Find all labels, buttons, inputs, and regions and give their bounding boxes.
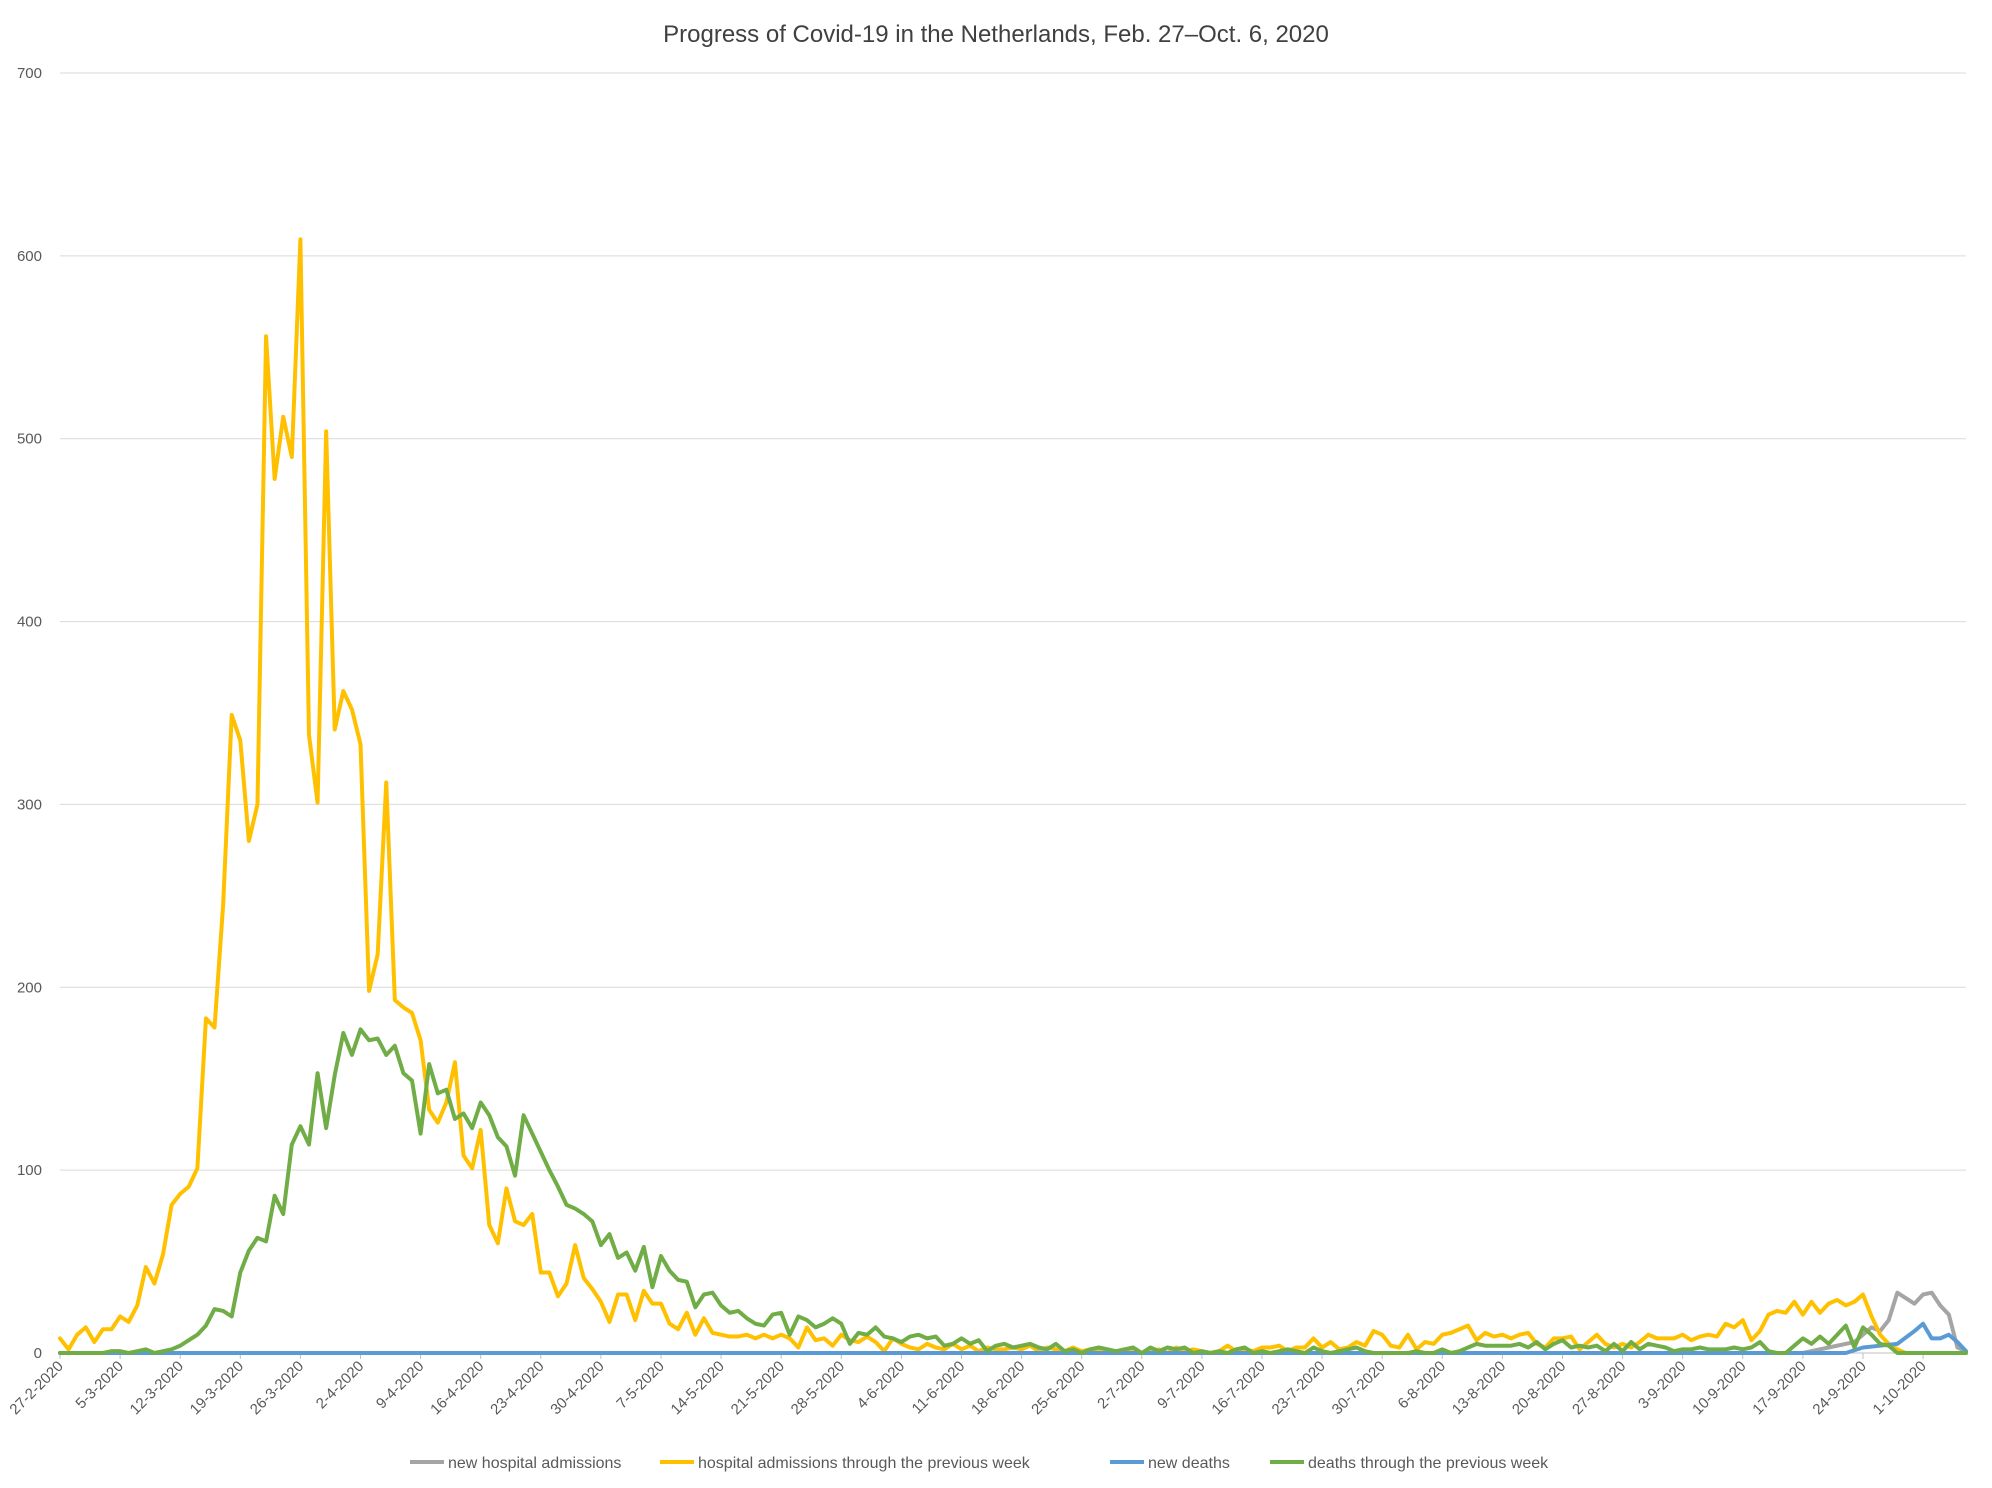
chart-title: Progress of Covid-19 in the Netherlands,…	[663, 21, 1329, 48]
x-tick-label: 13-8-2020	[1449, 1358, 1509, 1418]
x-tick-label: 17-9-2020	[1749, 1358, 1809, 1418]
x-tick-label: 21-5-2020	[728, 1358, 788, 1418]
x-tick-label: 4-6-2020	[854, 1358, 908, 1412]
series-line-4	[58, 1027, 1968, 1355]
y-tick-label: 400	[17, 614, 42, 631]
x-tick-label: 2-4-2020	[313, 1358, 367, 1412]
legend-label: hospital admissions through the previous…	[698, 1455, 1031, 1472]
x-tick-label: 9-4-2020	[373, 1358, 427, 1412]
x-tick-label: 6-8-2020	[1395, 1358, 1449, 1412]
y-tick-label: 600	[17, 248, 42, 265]
x-tick-label: 30-4-2020	[547, 1358, 607, 1418]
legend-label: deaths through the previous week	[1308, 1455, 1549, 1472]
y-tick-label: 300	[17, 796, 42, 813]
gridlines	[60, 72, 1966, 1354]
x-tick-label: 3-9-2020	[1635, 1358, 1689, 1412]
legend: new hospital admissions hospital admissio…	[410, 1455, 1549, 1472]
x-tick-label: 24-9-2020	[1809, 1358, 1869, 1418]
x-tick-label: 5-3-2020	[72, 1358, 126, 1412]
x-tick-label: 1-10-2020	[1870, 1358, 1930, 1418]
x-tick-label: 23-4-2020	[487, 1358, 547, 1418]
y-tick-label: 100	[17, 1162, 42, 1179]
y-tick-label: 0	[34, 1345, 42, 1362]
x-tick-label: 7-5-2020	[613, 1358, 667, 1412]
x-tick-label: 11-6-2020	[909, 1358, 969, 1418]
x-tick-label: 9-7-2020	[1154, 1358, 1208, 1412]
x-tick-label: 28-5-2020	[788, 1358, 848, 1418]
x-tick-label: 27-8-2020	[1569, 1358, 1629, 1418]
legend-label: new hospital admissions	[448, 1455, 621, 1472]
y-tick-label: 500	[17, 431, 42, 448]
x-tick-label: 30-7-2020	[1329, 1358, 1389, 1418]
y-tick-label: 200	[17, 979, 42, 996]
legend-label: new deaths	[1148, 1455, 1230, 1472]
x-axis: 27-2-2020 5-3-2020 12-3-2020 19-3-2020 26-3-…	[6, 1353, 1930, 1418]
x-tick-label: 12-3-2020	[127, 1358, 187, 1418]
series-line-3	[58, 1321, 1968, 1355]
x-tick-label: 10-9-2020	[1689, 1358, 1749, 1418]
x-tick-label: 27-2-2020	[6, 1358, 66, 1418]
y-tick-label: 700	[17, 65, 42, 82]
series-lines	[58, 237, 1968, 1355]
x-tick-label: 20-8-2020	[1509, 1358, 1569, 1418]
x-tick-label: 19-3-2020	[187, 1358, 247, 1418]
x-tick-label: 14-5-2020	[668, 1358, 728, 1418]
x-tick-label: 18-6-2020	[968, 1358, 1028, 1418]
series-line-2	[58, 237, 1968, 1355]
x-tick-label: 2-7-2020	[1094, 1358, 1148, 1412]
x-tick-label: 25-6-2020	[1028, 1358, 1088, 1418]
y-axis: 0 100 200 300 400 500 600 700	[17, 65, 42, 1362]
x-tick-label: 16-7-2020	[1208, 1358, 1268, 1418]
x-tick-label: 16-4-2020	[427, 1358, 487, 1418]
x-tick-label: 26-3-2020	[247, 1358, 307, 1418]
x-tick-label: 23-7-2020	[1269, 1358, 1329, 1418]
